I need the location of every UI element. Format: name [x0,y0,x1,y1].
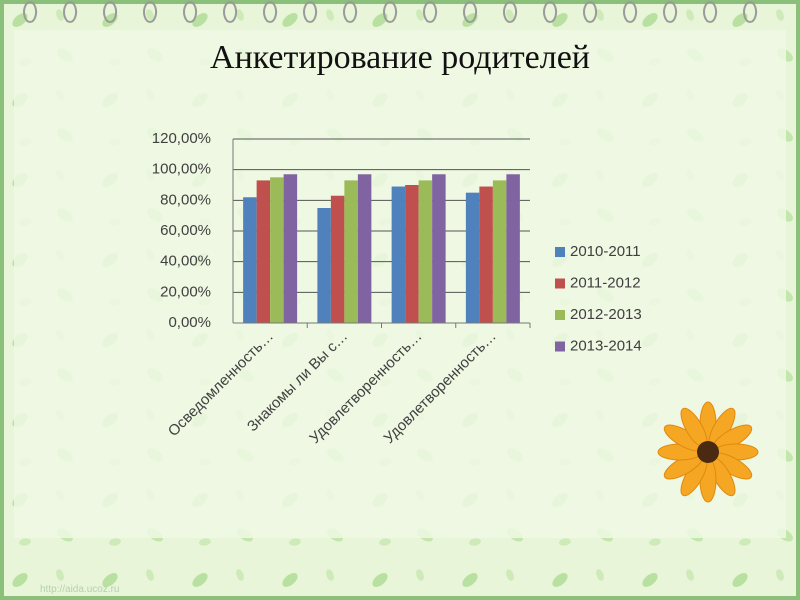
bar [317,208,331,323]
y-tick-label: 0,00% [168,314,211,331]
legend-swatch [555,247,565,257]
bar [243,197,257,323]
y-tick-label: 20,00% [160,283,211,300]
legend-label: 2011-2012 [570,274,641,291]
bar [391,186,406,323]
legend-swatch [555,341,565,352]
legend-label: 2013-2014 [570,337,642,354]
y-tick-label: 100,00% [152,161,211,178]
spiral-binding [23,1,758,23]
bar [479,186,493,323]
bar [283,174,298,323]
y-tick-label: 80,00% [160,191,211,208]
bar [405,185,419,323]
bar [256,180,271,323]
bar [432,174,446,323]
bar [357,174,372,323]
y-tick-label: 60,00% [160,222,211,239]
bar [270,177,284,323]
bar [418,180,433,323]
slide-title: Анкетирование родителей [210,39,590,76]
legend-swatch [555,310,565,320]
bar [506,174,520,323]
bar [492,180,507,323]
legend-label: 2010-2011 [570,243,641,260]
y-tick-label: 120,00% [152,130,211,147]
flower [657,401,759,503]
watermark: http://aida.ucoz.ru [40,584,120,595]
y-tick-label: 40,00% [160,253,211,270]
legend-swatch [555,278,565,289]
bar [465,192,480,323]
bar [344,180,358,323]
bar [330,195,345,323]
legend-label: 2012-2013 [570,306,642,323]
